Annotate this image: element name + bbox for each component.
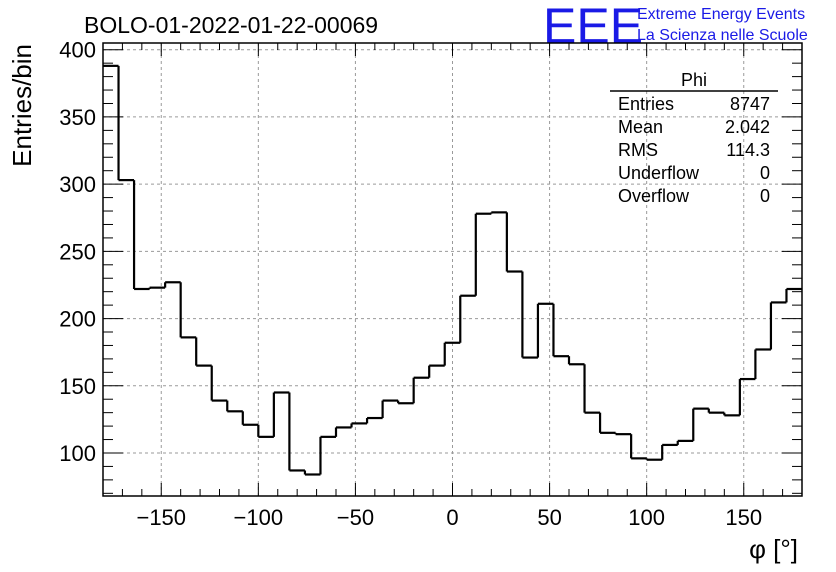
- y-tick-label: 200: [59, 307, 96, 332]
- stats-label: Mean: [618, 117, 663, 137]
- x-tick-label: −50: [337, 505, 374, 530]
- stats-value: 0: [760, 186, 770, 206]
- y-tick-label: 350: [59, 105, 96, 130]
- branding-line-2: La Scienza nelle Scuole: [637, 27, 808, 44]
- histogram-series: [103, 64, 802, 476]
- stats-box: Phi Entries 8747 Mean 2.042 RMS 114.3 Underflo…: [610, 70, 778, 206]
- plot-frame: [102, 42, 803, 497]
- stats-label: Overflow: [618, 186, 690, 206]
- stats-label: Entries: [618, 94, 674, 114]
- axis-ticks: [102, 43, 803, 496]
- y-tick-labels: 100 150 200 250 300 350 400: [59, 38, 96, 466]
- y-tick-label: 150: [59, 374, 96, 399]
- grid: [103, 43, 802, 496]
- stats-value: 8747: [730, 94, 770, 114]
- x-tick-label: −100: [234, 505, 284, 530]
- x-tick-labels: −150 −100 −50 0 50 100 150: [136, 505, 762, 530]
- branding-line-1: Extreme Energy Events: [637, 6, 805, 23]
- chart-title: BOLO-01-2022-01-22-00069: [84, 12, 378, 38]
- y-tick-label: 300: [59, 172, 96, 197]
- x-tick-label: 100: [628, 505, 665, 530]
- y-tick-label: 250: [59, 239, 96, 264]
- stats-label: Underflow: [618, 163, 700, 183]
- stats-value: 114.3: [726, 140, 770, 160]
- x-tick-label: −150: [136, 505, 186, 530]
- stats-value: 0: [760, 163, 770, 183]
- x-tick-label: 50: [537, 505, 561, 530]
- x-tick-label: 0: [446, 505, 458, 530]
- stats-value: 2.042: [725, 117, 770, 137]
- stats-title: Phi: [681, 70, 707, 90]
- x-tick-label: 150: [725, 505, 762, 530]
- stats-rows: Entries 8747 Mean 2.042 RMS 114.3 Underflow 0 Ov…: [618, 94, 770, 206]
- x-axis-label: φ [°]: [749, 534, 798, 564]
- stats-label: RMS: [618, 140, 658, 160]
- eee-logo: EEE: [543, 0, 643, 54]
- y-tick-label: 400: [59, 38, 96, 63]
- y-axis-label: Entries/bin: [7, 44, 37, 167]
- eee-branding: EEE Extreme Energy Events La Scienza nel…: [543, 0, 808, 54]
- y-tick-label: 100: [59, 441, 96, 466]
